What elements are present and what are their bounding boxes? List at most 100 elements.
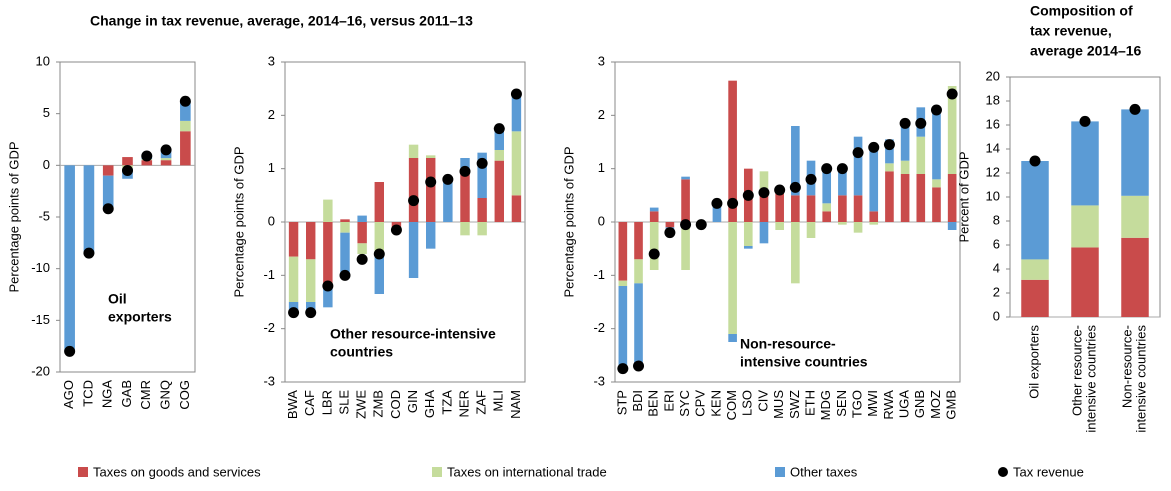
bar-segment <box>160 158 172 161</box>
y-tick-label: 12 <box>986 164 1000 179</box>
x-tick-label: GNB <box>912 390 927 418</box>
x-tick-label: NER <box>456 390 471 417</box>
bar-segment <box>806 222 816 238</box>
y-tick-label: 8 <box>993 212 1000 227</box>
bar-segment <box>759 190 769 222</box>
x-tick-label: CMR <box>138 380 153 410</box>
bar-segment <box>728 334 737 342</box>
total-dot <box>930 104 942 116</box>
bar-segment <box>649 207 659 212</box>
bar-segment <box>306 259 316 302</box>
annotation: Oil <box>108 291 127 307</box>
total-dot <box>493 123 505 135</box>
annotation: Other resource-intensive <box>330 326 496 342</box>
x-tick-label: STP <box>614 390 629 415</box>
total-dot <box>102 203 114 215</box>
x-tick-label: LSO <box>740 390 755 416</box>
bar-segment <box>885 163 894 172</box>
bar-segment <box>728 222 737 334</box>
bar-segment <box>511 195 522 222</box>
x-tick-label: SYC <box>677 390 692 417</box>
bar-segment <box>947 222 957 230</box>
bar-segment <box>426 155 436 158</box>
bar-segment <box>141 160 153 166</box>
bar-segment <box>511 94 522 132</box>
total-dot <box>83 247 95 259</box>
total-dot <box>727 197 739 209</box>
y-tick-label: -3 <box>263 373 275 388</box>
bar-segment <box>838 195 847 222</box>
legend-label: Other taxes <box>790 464 858 479</box>
total-dot <box>868 141 880 153</box>
total-dot <box>179 95 191 107</box>
y-tick-label: 6 <box>993 236 1000 251</box>
bar-segment <box>408 158 419 222</box>
bar-segment <box>649 211 659 222</box>
bar-segment <box>728 80 737 223</box>
bar-segment <box>511 131 522 196</box>
bar-segment <box>681 222 690 270</box>
x-tick-label: Other resource- <box>1069 325 1084 416</box>
y-tick-label: 20 <box>986 68 1000 83</box>
x-tick-label: MUS <box>771 390 786 419</box>
total-dot <box>356 253 368 265</box>
x-tick-label: BWA <box>285 390 300 419</box>
bar-segment <box>460 158 470 172</box>
bar-segment <box>900 123 910 161</box>
y-tick-label: -15 <box>31 312 50 327</box>
x-tick-label: intensive countries <box>1133 325 1148 433</box>
legend-label: Tax revenue <box>1013 464 1084 479</box>
bar-segment <box>1121 109 1149 196</box>
bar-segment <box>180 120 191 132</box>
y-tick-label: 1 <box>268 160 275 175</box>
y-tick-label: 10 <box>36 53 50 68</box>
y-axis-label: Percent of GDP <box>956 151 971 242</box>
total-dot <box>899 117 911 129</box>
legend-marker <box>998 467 1008 477</box>
bar-segment <box>426 222 436 249</box>
x-tick-label: SWZ <box>787 390 802 419</box>
y-tick-label: -2 <box>263 320 275 335</box>
bar-segment <box>743 222 753 246</box>
bar-segment <box>775 222 784 230</box>
bar-segment <box>357 222 367 244</box>
bar-segment <box>822 171 832 204</box>
bar-segment <box>932 179 941 188</box>
total-dot <box>141 150 153 162</box>
x-tick-label: GAB <box>119 380 134 407</box>
bar-segment <box>853 222 863 233</box>
y-tick-label: -1 <box>593 267 605 282</box>
bar-segment <box>426 158 436 222</box>
bar-segment <box>494 150 504 161</box>
bar-segment <box>1071 205 1099 248</box>
y-tick-label: -20 <box>31 363 50 378</box>
bar-segment <box>1071 121 1099 206</box>
total-dot <box>408 195 420 207</box>
bar-segment <box>869 222 879 225</box>
total-dot <box>664 227 676 239</box>
bar-segment <box>323 286 333 308</box>
y-axis-label: Percentage points of GDP <box>231 146 246 297</box>
y-tick-label: -1 <box>263 267 275 282</box>
bar-segment <box>681 176 690 180</box>
y-tick-label: 18 <box>986 92 1000 107</box>
y-tick-label: -10 <box>31 260 50 275</box>
bar-segment <box>323 222 333 286</box>
total-dot <box>805 173 817 185</box>
bar-segment <box>408 144 419 158</box>
total-dot <box>617 363 629 375</box>
bar-segment <box>340 232 350 276</box>
bar-segment <box>494 160 504 222</box>
x-tick-label: CIV <box>755 390 770 412</box>
y-tick-label: 4 <box>993 260 1000 275</box>
bar-segment <box>618 222 628 281</box>
x-tick-label: ERI <box>661 390 676 412</box>
bar-segment <box>340 219 350 222</box>
bar-segment <box>477 222 487 236</box>
total-dot <box>742 189 754 201</box>
bar-segment <box>947 174 957 222</box>
y-tick-label: 1 <box>598 160 605 175</box>
plot-frame <box>59 61 196 373</box>
bar-segment <box>1021 259 1049 280</box>
total-dot <box>695 219 707 231</box>
